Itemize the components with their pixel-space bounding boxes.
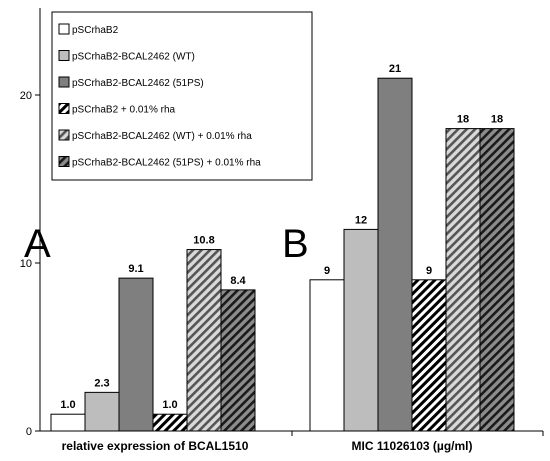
bar: [309, 279, 345, 432]
x-category-label: MIC 11026103 (µg/ml): [352, 439, 473, 453]
bars: [50, 77, 515, 432]
legend-swatch: [58, 103, 70, 114]
y-tick-label-0: 0: [26, 426, 32, 438]
bar: [220, 289, 256, 432]
bar: [118, 277, 154, 432]
data-label: 2.3: [94, 377, 109, 389]
legend-swatch: [58, 76, 70, 88]
bar: [343, 228, 379, 432]
legend-swatch: [58, 156, 70, 167]
y-tick-label-10: 10: [20, 258, 32, 270]
legend-entry: pSCrhaB2-BCAL2462 (WT): [72, 52, 195, 63]
data-label: 1.0: [60, 399, 75, 411]
bar: [186, 249, 222, 432]
data-label: 9: [324, 265, 330, 277]
legend-entry: pSCrhaB2-BCAL2462 (WT) + 0.01% rha: [72, 131, 252, 142]
legend-entry: pSCrhaB2-BCAL2462 (51PS): [72, 78, 204, 89]
bar: [411, 279, 447, 432]
data-label: 18: [457, 114, 469, 126]
legend-entry: pSCrhaB2: [72, 25, 119, 36]
legend-swatch: [58, 50, 70, 61]
legend-swatch: [58, 23, 70, 35]
axes: 0 10 20 relative expression of BCAL1510 MIC …: [20, 8, 544, 453]
data-label: 10.8: [193, 235, 214, 247]
legend-entry: pSCrhaB2 + 0.01% rha: [72, 105, 176, 116]
legend-box: [51, 11, 313, 181]
legend-swatch: [58, 129, 70, 141]
data-label: 9: [426, 265, 432, 277]
y-tick-label-20: 20: [20, 90, 32, 102]
data-label: 9.1: [128, 263, 143, 275]
bar: [377, 77, 413, 432]
bar: [84, 391, 120, 432]
data-label: 18: [491, 114, 503, 126]
data-label: 12: [355, 214, 367, 226]
x-category-label: relative expression of BCAL1510: [62, 439, 249, 453]
data-labels: 1.0 9 2.3 12 9.1 21 1.0 9 10.8 18 8.4 18: [60, 63, 503, 411]
bar: [479, 128, 515, 432]
bar: [445, 128, 481, 432]
bar: [152, 413, 188, 432]
legend-entry: pSCrhaB2-BCAL2462 (51PS) + 0.01% rha: [72, 158, 261, 169]
data-label: 1.0: [162, 399, 177, 411]
panel-label-a: A: [24, 222, 51, 266]
panel-label-b: B: [282, 222, 309, 266]
bar: [50, 413, 86, 432]
data-label: 8.4: [230, 275, 246, 287]
data-label: 21: [389, 63, 401, 75]
legend: pSCrhaB2 pSCrhaB2-BCAL2462 (WT) pSCrhaB2-B…: [51, 11, 313, 181]
